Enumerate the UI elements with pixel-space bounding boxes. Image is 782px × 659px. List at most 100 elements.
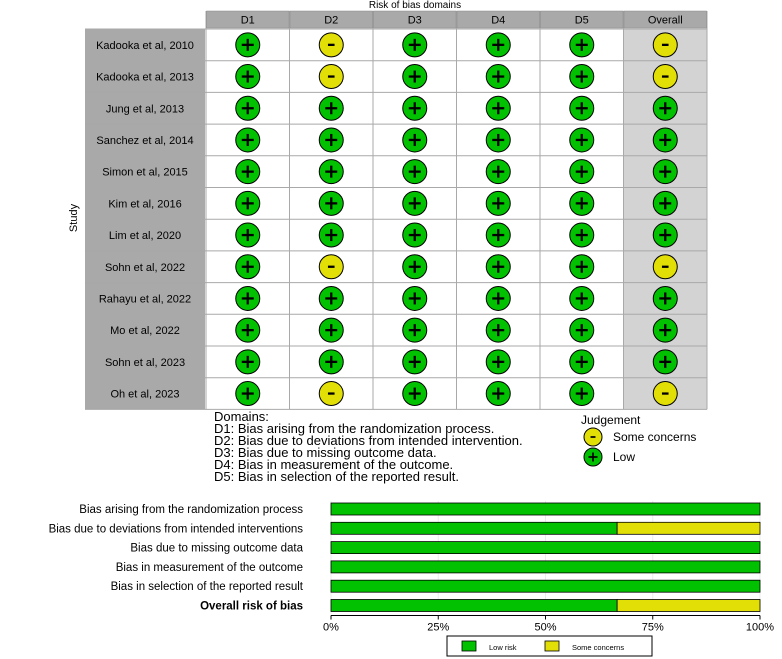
study-labels: Kadooka et al, 2010 Kadooka et al, 2013 Ju… [96,40,194,401]
bar-legend-label: Low risk [489,643,517,652]
judgement-low-mark [318,159,344,185]
judgement-low-mark [235,222,261,248]
judgement-low-mark [485,32,511,58]
study-label: Kadooka et al, 2010 [96,40,194,52]
traffic-light-title: Risk of bias domains [369,0,461,11]
traffic-light-ylabel: Study [68,203,80,232]
judgement-low-mark [652,349,678,375]
bar-category-label: Bias due to deviations from intended int… [49,523,304,535]
judgement-some-mark [652,32,678,58]
judgement-low-mark [318,285,344,311]
bar-legend-swatch-low [461,640,477,652]
judgement-legend-label: Some concerns [613,430,696,444]
domain-description: D1: Bias arising from the randomization … [214,421,494,436]
judgement-low-mark [485,285,511,311]
judgement-low-mark [485,381,511,407]
bar-category-label: Bias in selection of the reported result [111,581,304,593]
judgement-some-mark [318,64,344,90]
bar-segment-low [330,541,761,554]
judgement-low-mark [235,317,261,343]
judgement-some-mark [318,254,344,280]
judgement-low-mark [402,190,428,216]
bar-segment-low [330,521,618,535]
judgement-low-mark [402,285,428,311]
domain-header-label: D4 [491,15,505,27]
bar-category-label: Bias due to missing outcome data [130,543,303,555]
judgement-low-mark [485,159,511,185]
judgement-low-mark [485,95,511,121]
domain-header-label: Overall [648,15,683,27]
domain-description: D3: Bias due to missing outcome data. [214,445,437,460]
bar-x-tick-label: 75% [642,622,664,634]
domain-description: D4: Bias in measurement of the outcome. [214,457,453,472]
domain-headers: D1 D2 D3 D4 D5 Overall [206,10,707,29]
traffic-light-background [85,11,708,410]
judgement-low-mark [235,127,261,153]
judgement-low-mark [569,381,595,407]
judgement-some-mark [318,32,344,58]
judgement-low-mark [235,95,261,121]
bar-segment-low [330,599,618,612]
bar-gridlines [330,501,761,614]
domain-header-cell [456,10,540,29]
bar-x-tick-label: 50% [534,622,556,634]
study-label: Sanchez et al, 2014 [96,135,193,147]
judgement-low-mark [402,32,428,58]
judgement-low-mark [485,222,511,248]
judgement-low-mark [569,190,595,216]
judgement-low-mark [402,127,428,153]
domain-header-label: D1 [241,15,255,27]
bar-category-label: Bias arising from the randomization proc… [79,504,303,516]
study-label: Simon et al, 2015 [102,167,188,179]
study-label: Sohn et al, 2022 [105,262,185,274]
domain-header-label: D3 [408,15,422,27]
domain-header-cell [540,10,624,29]
judgement-low-mark [485,64,511,90]
judgement-low-mark [485,190,511,216]
study-label: Mo et al, 2022 [110,325,180,337]
judgement-low-mark [318,349,344,375]
domains-title: Domains: [214,409,269,424]
judgement-low-mark [485,254,511,280]
domain-header-cell [206,10,290,29]
bar-segment-low [330,502,761,516]
study-label: Kim et al, 2016 [108,198,181,210]
judgement-low-mark [652,95,678,121]
judgement-low-mark [652,222,678,248]
bar-segments [330,502,761,612]
judgement-low-mark [485,349,511,375]
judgement-low-mark [235,159,261,185]
domain-descriptions: Domains: D1: Bias arising from the rando… [214,409,523,484]
judgement-low-mark [318,127,344,153]
judgement-low-mark [569,317,595,343]
bar-segment-low [330,579,761,593]
bar-legend: Low risk Some concerns [446,635,653,657]
bar-x-tick-label: 25% [427,622,449,634]
legend-low-symbol [583,447,603,467]
judgement-low-mark [235,32,261,58]
judgement-low-mark [402,95,428,121]
judgement-low-mark [569,32,595,58]
judgement-low-mark [235,64,261,90]
judgement-low-mark [235,190,261,216]
judgement-low-mark [235,254,261,280]
bar-category-label: Overall risk of bias [200,601,303,613]
bar-segment-some [616,521,761,535]
judgement-low-mark [569,64,595,90]
judgement-low-mark [652,159,678,185]
judgement-legend-label: Low [613,450,635,464]
study-label: Rahayu et al, 2022 [99,293,191,305]
bar-segment-some [616,599,761,612]
judgement-some-mark [652,381,678,407]
study-label: Sohn et al, 2023 [105,357,185,369]
judgement-low-mark [569,95,595,121]
bar-x-tick-label: 100% [746,622,774,634]
judgement-low-mark [402,222,428,248]
judgement-low-mark [318,190,344,216]
domain-header-label: D2 [324,15,338,27]
bar-x-tick-label: 0% [323,622,339,634]
judgement-low-mark [569,127,595,153]
judgement-low-mark [652,127,678,153]
judgement-low-mark [569,285,595,311]
study-label: Oh et al, 2023 [110,389,179,401]
